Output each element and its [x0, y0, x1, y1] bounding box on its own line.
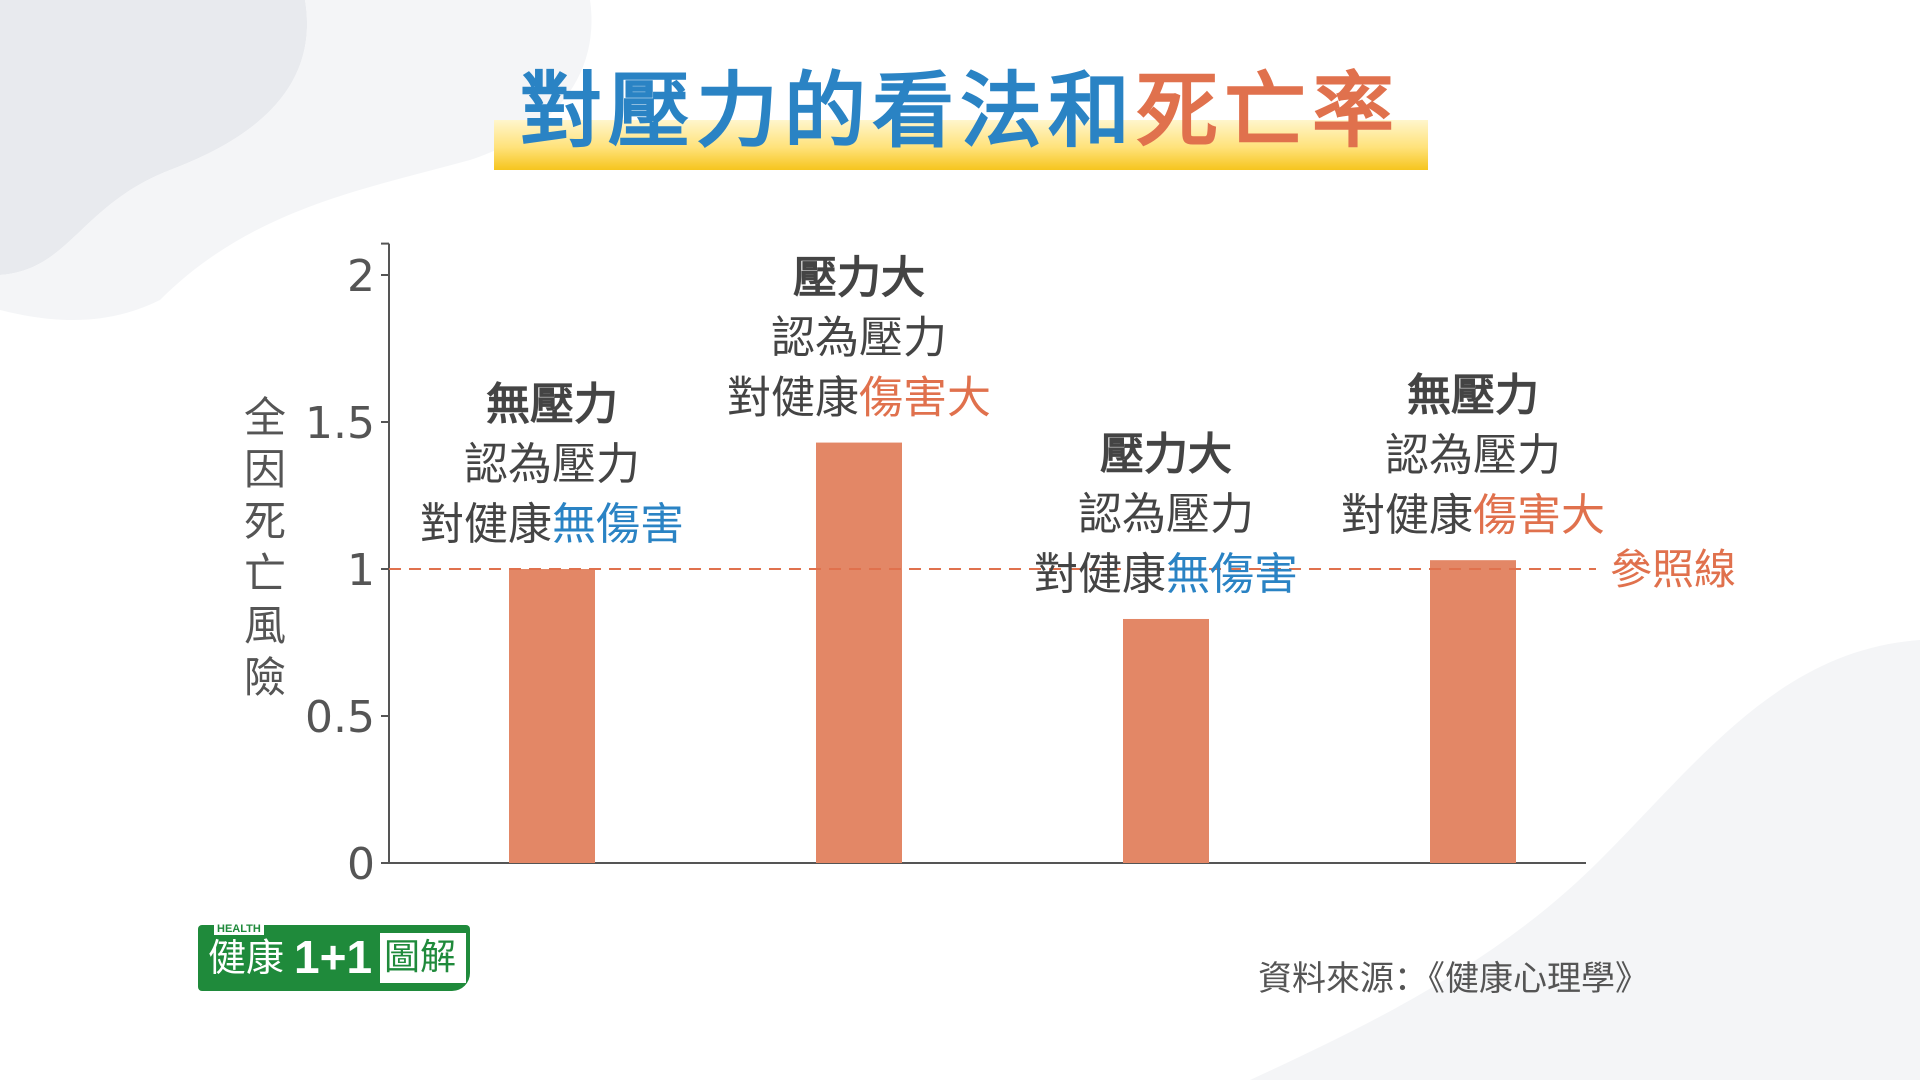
category-label-segment: 無壓力	[486, 379, 618, 430]
category-label-segment: 無傷害	[1166, 549, 1298, 600]
y-axis-label-char: 因	[243, 445, 286, 494]
category-label-segment: 對健康	[727, 373, 859, 424]
category-label-line: 壓力大	[1100, 429, 1232, 480]
category-label-line: 認為壓力	[1385, 430, 1561, 481]
category-label-line: 無壓力	[1407, 370, 1539, 421]
logo-health-text: HEALTH	[214, 923, 264, 935]
category-label-segment: 對健康	[1034, 549, 1166, 600]
y-axis-label-char: 風	[243, 601, 286, 650]
logo-number: 1+1	[294, 931, 373, 983]
y-axis-label: 全因死亡風險	[235, 392, 295, 704]
y-tick-label: 1	[347, 545, 375, 596]
background-blob-top-left-light	[0, 0, 592, 320]
source-note: 資料來源：《健康心理學》	[1258, 959, 1649, 999]
category-label-line: 無壓力	[486, 379, 618, 430]
category-label-line: 對健康無傷害	[420, 499, 684, 550]
category-label-line: 壓力大	[793, 253, 925, 304]
background-blob-bottom-right	[1250, 640, 1920, 1080]
category-label-segment: 對健康	[420, 499, 552, 550]
title-part-blue: 對壓力的看法和	[519, 64, 1136, 159]
background-blob-top-left	[0, 0, 308, 275]
category-label-line: 對健康傷害大	[1341, 490, 1605, 541]
category-label-segment: 無壓力	[1407, 370, 1539, 421]
category-label-line: 認為壓力	[771, 313, 947, 364]
y-axis-label-char: 亡	[243, 549, 286, 598]
title-part-orange: 死亡率	[1136, 64, 1401, 159]
reference-line-label: 參照線	[1610, 545, 1736, 594]
category-label-segment: 認為壓力	[771, 313, 947, 364]
category-label-segment: 傷害大	[1473, 490, 1605, 541]
category-label-segment: 認為壓力	[1385, 430, 1561, 481]
bar	[1430, 560, 1516, 863]
y-axis-label-char: 全	[243, 393, 286, 442]
page-title: 對壓力的看法和死亡率	[520, 52, 1400, 172]
category-label-segment: 傷害大	[859, 373, 991, 424]
title-container: 對壓力的看法和死亡率	[0, 52, 1920, 192]
category-label-segment: 壓力大	[793, 253, 925, 304]
category-label-line: 對健康傷害大	[727, 373, 991, 424]
category-label-segment: 認為壓力	[1078, 489, 1254, 540]
title-highlight-band	[494, 120, 1428, 170]
y-tick-label: 0	[347, 839, 375, 890]
category-label-segment: 壓力大	[1100, 429, 1232, 480]
bar	[816, 442, 902, 863]
bar	[509, 569, 595, 863]
y-axis-label-char: 死	[243, 497, 286, 546]
category-label-segment: 認為壓力	[464, 439, 640, 490]
category-label-segment: 無傷害	[552, 499, 684, 550]
logo-word: 健康	[208, 936, 285, 980]
category-label-line: 對健康無傷害	[1034, 549, 1298, 600]
logo-white-box	[380, 933, 466, 983]
category-label-line: 認為壓力	[464, 439, 640, 490]
y-tick-label: 1.5	[305, 398, 375, 449]
y-tick-label: 2	[347, 251, 375, 302]
y-tick-label: 0.5	[305, 692, 375, 743]
logo-tu-text: 圖解	[384, 937, 457, 978]
category-label-segment: 對健康	[1341, 490, 1473, 541]
category-label-line: 認為壓力	[1078, 489, 1254, 540]
brand-logo: HEALTH 健康 1+1 圖解	[198, 923, 478, 993]
y-axis-label-char: 險	[243, 653, 286, 702]
bar	[1123, 618, 1209, 863]
